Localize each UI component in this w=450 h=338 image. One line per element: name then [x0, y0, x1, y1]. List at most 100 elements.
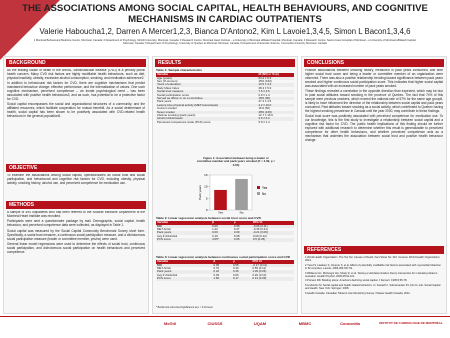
table-cell: Years of education — [156, 82, 258, 87]
reference: 6 Health Canada. Canadian Tobacco Use Mo… — [305, 291, 411, 295]
section-text: A sample of 494 outpatients who had been… — [7, 211, 145, 313]
paragraph: To examine the associations among social… — [7, 174, 145, 185]
reference: 5 Lindström M. Social capital and health… — [305, 284, 441, 291]
table-cell: 19% (90) — [257, 96, 294, 101]
paragraph: Positive associations between smoking hi… — [305, 69, 443, 88]
table-row: Never smoker 28% (166) — [156, 110, 294, 115]
table-cell: 0.09 (0.12) — [252, 233, 267, 238]
table-row: Body Mass Index 28.4 ± 5.3 — [156, 85, 294, 90]
table-cell: 5.9 ± 1.4 — [258, 119, 270, 124]
table-cell: Social participation score — [157, 92, 190, 97]
affiliations: 1 Montreal Behavioural Medicine Centre, … — [33, 39, 417, 46]
table-row: Pack years 0.09 0.09 -0.21 (0.09) — [156, 230, 294, 235]
table-cell: 0.45 — [213, 272, 220, 277]
table-row: Sex (% women) 15% (152) — [156, 79, 294, 83]
table-cell: -0.21 (0.09) — [251, 230, 294, 235]
table-cell: 15% (152) — [258, 79, 272, 83]
table-block: Table 1: Sample characteristics Variable M… — [156, 68, 294, 124]
table-row: Current smoker 11% (50) — [156, 106, 294, 110]
bar — [214, 189, 227, 210]
table-cell: 0.17 — [231, 276, 252, 281]
table-cell: 0.08 — [233, 233, 240, 238]
table-cell: -0.17 (0.11) — [251, 263, 294, 267]
section-heading: METHODS — [6, 201, 146, 209]
poster-title: THE ASSOCIATIONS AMONG SOCIAL CAPITAL, H… — [22, 3, 428, 25]
table-cell: 0.9 ± 1.4 — [258, 92, 270, 97]
section-text: As the leading cause of death in the wor… — [7, 69, 145, 161]
table-cell: 0.19 — [212, 233, 218, 238]
table-cell: 4.05* — [211, 237, 233, 242]
section-heading: RESULTS — [155, 59, 295, 67]
logo: MBMC — [298, 321, 312, 326]
table-cell: 0.30 — [232, 266, 239, 270]
table-cell: 3.6 ± 6.0 — [257, 117, 294, 121]
table-row: MET-hr/wk 0.70 0.30 0.55 (0.11) — [156, 266, 294, 270]
table-row: Pack years 27.4 ± 4.5 — [156, 100, 294, 104]
table-cell: Leisure time physical activity (MET-hour… — [156, 103, 258, 108]
column-header: 95% CI — [251, 220, 294, 225]
paragraph: Social capital was measured by the Socia… — [7, 228, 145, 241]
table-cell: Body Mass Index — [157, 85, 180, 90]
legend-label: No — [262, 192, 266, 196]
table-row: Leisure time physical activity (MET-hour… — [156, 103, 294, 108]
table-row: Years of education 13.5 ± 3.4 — [156, 82, 294, 87]
table-cell: BMI — [156, 224, 212, 228]
table-row: Social trust measure 7.5 ± 2.5 — [156, 89, 294, 94]
paragraph: As the leading cause of death in the wor… — [7, 69, 145, 80]
table-cell: PCS score — [156, 237, 212, 242]
table-header-row: Variable M (SD) or % (n) — [156, 72, 294, 77]
table-row: BMI 0.05 0.55 -0.17 (0.11) — [156, 263, 294, 267]
logo: INSTITUT DE CARDIOLOGIE DE MONTRÉAL — [379, 321, 443, 325]
right-column — [301, 56, 447, 314]
table-cell: 0.09 — [232, 230, 252, 235]
table-row: MET-hr/wk 1.22 0.27 -0.45 (0.21) — [156, 227, 294, 231]
y-axis-label: Pack years — [198, 185, 202, 200]
table-cell: MET-hr/wk — [157, 266, 171, 270]
table-cell: Never smoker — [156, 110, 258, 115]
table-cell: BMI — [156, 263, 213, 267]
section-heading: CONCLUSIONS — [304, 59, 444, 67]
column-header: Variable — [156, 259, 213, 264]
column-header: β — [211, 220, 233, 225]
y-tick-label: 15 — [204, 173, 208, 177]
table: Variable β p 95% CI BMI 0.05 0.55 -0.17 (0.11) M… — [156, 259, 294, 281]
table-cell: 28% (166) — [257, 110, 294, 115]
table-cell: 0.09 — [211, 224, 233, 228]
table-cell: 0.22 — [212, 269, 232, 274]
table-row: Served as officer or on a committee 19% (… — [156, 96, 294, 101]
table-cell: 12.7 ± 15.6 — [258, 113, 273, 118]
legend-swatch — [257, 186, 260, 189]
table-block: Table 2: Linear regression analysis betw… — [156, 216, 294, 242]
logo: Concordia — [340, 321, 360, 326]
bar — [235, 178, 248, 210]
table-caption: Table 2: Linear regression analysis betw… — [156, 216, 261, 220]
table-cell: 1.22 — [212, 227, 218, 231]
y-tick-label: 5 — [206, 196, 208, 200]
column-header: p — [231, 259, 252, 264]
column-header: Variable — [156, 220, 212, 225]
table-cell: 0.55 — [231, 263, 252, 267]
table-cell: Lifetime smoking (pack years) — [157, 113, 196, 118]
logo-strip — [0, 316, 450, 338]
table-cell: Alcohol drinks/week — [156, 117, 258, 121]
legend-swatch — [257, 192, 260, 195]
table-cell: 13.5 ± 3.4 — [257, 82, 294, 87]
table-cell: Perceived competence scale (PCS) score — [157, 119, 211, 124]
table-cell: 4.2 ± 10.0 — [257, 103, 294, 108]
column-header: 95% CI — [251, 259, 294, 264]
table-row: Social participation score 0.9 ± 1.4 — [156, 92, 294, 97]
section-text: To examine the associations among social… — [7, 174, 145, 198]
logo: CIUSSS — [207, 321, 223, 326]
table-cell: 0.58 — [232, 224, 252, 228]
table-row: Alcohol drinks/week 3.6 ± 6.0 — [156, 117, 294, 121]
table-cell: 0.13 (0.09) — [251, 276, 294, 281]
left-column — [3, 56, 149, 314]
y-tick-label: 0 — [206, 208, 208, 212]
table-row: BMI 0.09 0.58 -0.06 (0.11) — [156, 224, 294, 228]
logo: McGill — [163, 321, 176, 326]
reference: 3 Williams GC, McGregor HA, Sharp D, et … — [305, 271, 438, 278]
references-list: 1 World Health Organization. The Top Ten… — [305, 256, 443, 312]
table-cell: 7.5 ± 2.5 — [257, 89, 294, 94]
table-header-row: Variable β p 95% CI — [156, 259, 294, 264]
reference: 1 World Health Organization. The Top Ten… — [305, 256, 440, 263]
